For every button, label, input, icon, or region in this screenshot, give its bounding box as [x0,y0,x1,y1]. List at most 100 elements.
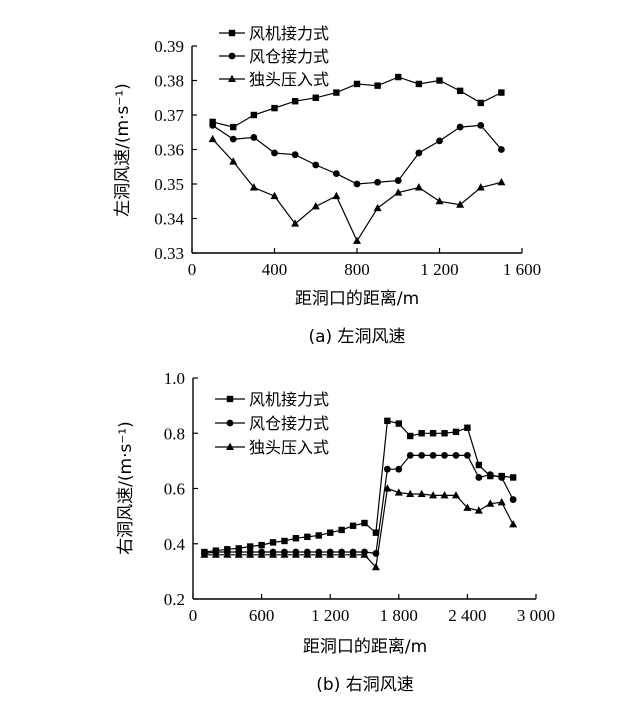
x-tick-label: 0 [189,606,198,625]
series-1 [201,451,517,557]
y-tick-label: 0.34 [154,210,184,229]
x-axis-label: 距洞口的距离/m [295,289,419,309]
data-point [337,550,346,558]
chart-right: 0.2 0.4 0.6 0.8 1.0 0 600 1 200 1 800 2 400 3 000 右… [116,369,555,695]
data-point [509,474,517,481]
data-point [270,191,279,200]
data-point [291,219,300,227]
data-point [415,149,423,157]
data-point [326,550,335,558]
data-point [407,432,414,440]
data-point [418,430,425,437]
data-point [429,491,438,499]
y-tick-label: 0.4 [164,535,186,554]
data-point [406,451,414,459]
data-point [395,73,402,81]
data-point [246,550,255,558]
legend-label: 风仓接力式 [249,47,329,66]
y-tick-label: 0.2 [164,590,185,609]
legend-marker [228,29,236,37]
legend-entry: 风机接力式 [219,24,329,43]
data-point [249,183,258,191]
data-point [353,180,361,188]
data-point [374,178,382,186]
legend-entry: 风仓接力式 [215,414,329,433]
data-point [415,80,423,88]
data-point [475,461,483,469]
data-point [269,539,277,546]
y-tick-label: 0.8 [164,424,185,443]
data-point [312,94,319,101]
data-point [452,428,460,436]
data-point [280,550,289,558]
data-point [303,550,312,558]
data-point [509,496,517,503]
data-point [429,451,437,459]
data-point [452,451,460,459]
data-point [223,550,232,558]
legend-label: 风仓接力式 [249,414,329,433]
data-point [235,545,242,552]
y-tick-label: 0.39 [154,37,184,56]
legend-label: 独头压入式 [249,70,329,89]
legend-label: 风机接力式 [249,390,329,409]
data-point [436,77,443,84]
legend-marker [226,395,234,403]
data-point [486,499,495,507]
data-point [258,541,265,549]
data-point [441,430,448,437]
data-point [257,550,266,558]
x-tick-label: 0 [188,260,197,279]
series-line [204,454,514,555]
data-point [229,135,237,143]
data-point [498,474,506,481]
data-point [456,200,465,208]
data-point [463,503,472,511]
data-point [292,535,300,542]
data-point [384,417,391,425]
data-point [477,99,484,107]
data-point [360,550,369,558]
chart-left: 0.33 0.34 0.35 0.36 0.37 0.38 0.39 0 400 800 1 200… [113,24,541,347]
legend-entry: 独头压入式 [215,438,329,457]
data-point [291,98,299,105]
data-point [497,177,506,186]
y-tick-label: 0.38 [154,72,184,91]
x-tick-label: 800 [344,260,370,279]
legend-label: 风机接力式 [249,24,329,43]
x-axis-label: 距洞口的距离/m [303,637,427,657]
y-axis-label: 右洞风速/(m·s⁻¹) [116,421,136,555]
data-point [394,488,403,496]
data-point [383,465,391,473]
data-point [208,134,217,143]
data-point [474,506,483,514]
x-tick-label: 1 800 [380,606,418,625]
chart-caption: (a) 左洞风速 [308,327,405,347]
data-point [441,451,448,459]
legend-marker [226,442,234,450]
data-point [349,522,357,529]
data-point [246,543,254,550]
data-point [371,562,380,571]
data-point [498,89,505,96]
data-point [349,550,358,558]
legend-entry: 风机接力式 [215,390,329,409]
data-point [372,529,380,536]
data-point [281,537,288,545]
data-point [250,134,258,141]
legend-entry: 独头压入式 [219,70,329,89]
y-tick-label: 0.35 [154,175,184,194]
data-point [394,177,402,184]
x-tick-label: 400 [262,260,288,279]
data-point [509,520,518,528]
data-point [291,151,299,159]
x-tick-label: 600 [249,606,275,625]
legend-marker [228,52,236,60]
series-2 [200,484,518,571]
data-point [332,191,341,200]
x-tick-label: 1 200 [420,260,458,279]
legend-marker [226,419,234,427]
x-tick-label: 3 000 [517,606,555,625]
series-1 [209,121,505,188]
data-point [250,111,258,119]
